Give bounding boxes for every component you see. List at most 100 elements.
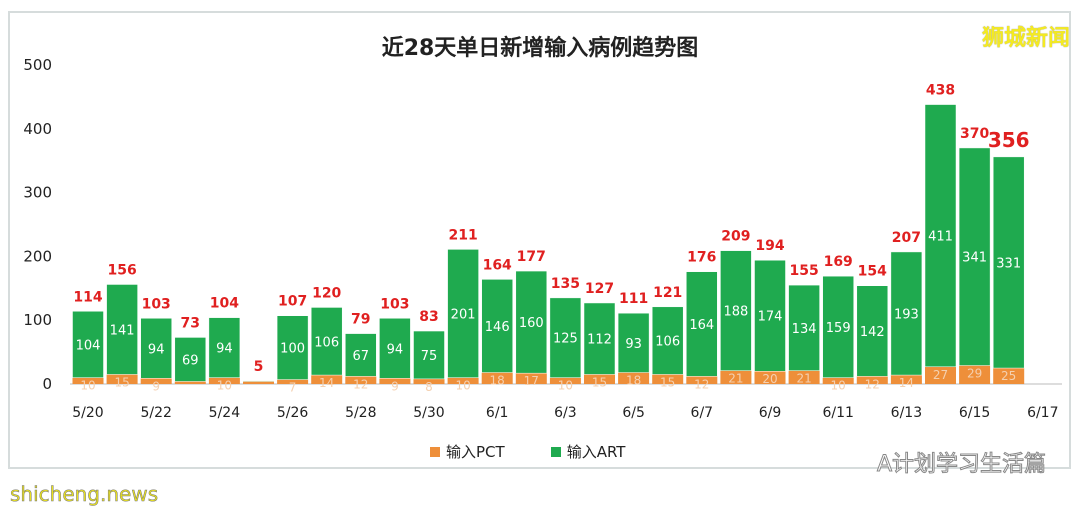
art-label: 106: [655, 335, 680, 350]
legend-label-art: 输入ART: [566, 443, 626, 461]
total-label: 5: [254, 359, 264, 375]
x-tick-label: 6/17: [1027, 405, 1058, 421]
bar-art: [583, 302, 616, 375]
bar-art: [822, 275, 854, 378]
bar-art: [208, 317, 241, 378]
bar-art: [890, 251, 923, 376]
bar-art: [754, 259, 786, 372]
chart-frame: [8, 11, 1071, 469]
total-label: 103: [380, 296, 409, 312]
y-tick-label: 400: [23, 120, 52, 138]
art-label: 141: [110, 323, 135, 338]
pct-label: 10: [217, 379, 232, 393]
total-label: 356: [988, 128, 1030, 152]
pct-label: 18: [490, 374, 505, 388]
bar-art: [379, 318, 411, 379]
legend-label-pct: 输入PCT: [446, 443, 505, 461]
bar-pct: [106, 374, 138, 384]
x-tick-label: 6/1: [486, 405, 509, 421]
x-tick-label: 5/30: [413, 405, 444, 421]
total-label: 194: [755, 238, 784, 254]
pct-label: 20: [762, 372, 777, 386]
art-label: 134: [792, 322, 817, 337]
pct-label: 15: [660, 375, 675, 389]
pct-label: 10: [831, 379, 846, 393]
pct-label: 10: [455, 379, 470, 393]
art-label: 341: [962, 251, 987, 266]
bar-pct: [345, 376, 377, 384]
x-tick-label: 6/13: [891, 405, 922, 421]
x-tick-label: 6/9: [759, 405, 782, 421]
bar-art: [788, 284, 820, 371]
bar-art: [617, 312, 650, 373]
x-tick-label: 5/22: [140, 405, 171, 421]
art-label: 331: [996, 256, 1021, 271]
pct-label: 21: [796, 372, 811, 386]
art-label: 201: [451, 308, 476, 323]
bar-art: [924, 104, 957, 368]
bar-art: [345, 333, 377, 377]
bar-art: [686, 271, 718, 377]
bar-art: [481, 279, 513, 373]
x-tick-label: 6/7: [691, 405, 714, 421]
bar-art: [447, 249, 479, 378]
total-label: 177: [517, 249, 546, 265]
y-tick-label: 100: [23, 311, 52, 329]
total-label: 156: [107, 262, 136, 278]
total-label: 169: [824, 254, 853, 270]
total-label: 164: [483, 257, 512, 273]
art-label: 174: [758, 310, 783, 325]
art-label: 67: [353, 349, 370, 364]
total-label: 370: [960, 126, 989, 142]
total-label: 127: [585, 281, 614, 297]
art-label: 164: [689, 318, 714, 333]
bar-pct: [277, 379, 309, 384]
total-label: 121: [653, 285, 682, 301]
x-tick-label: 6/11: [822, 405, 853, 421]
bar-pct: [890, 375, 922, 384]
total-label: 209: [721, 229, 750, 245]
art-label: 142: [860, 325, 885, 340]
pct-label: 18: [626, 374, 641, 388]
pct-label: 29: [967, 366, 982, 380]
total-label: 107: [278, 294, 307, 310]
bar-art: [992, 156, 1025, 369]
bar-art: [413, 330, 445, 380]
total-label: 155: [789, 263, 818, 279]
art-label: 125: [553, 332, 578, 347]
bar-pct: [140, 378, 172, 384]
bar-art: [310, 307, 343, 376]
bar-art: [140, 318, 172, 379]
total-label: 154: [858, 264, 887, 280]
art-label: 193: [894, 308, 919, 323]
art-label: 106: [314, 335, 339, 350]
bar-pct: [208, 377, 240, 384]
legend-swatch-art: [550, 447, 561, 457]
pct-label: 7: [289, 381, 297, 395]
legend-item-art: 输入ART: [550, 441, 626, 462]
bar-pct: [959, 365, 991, 384]
pct-label: 12: [865, 377, 880, 391]
pct-label: 9: [391, 379, 399, 393]
bar-pct: [515, 373, 547, 384]
bar-pct: [549, 377, 581, 384]
total-label: 438: [926, 83, 955, 99]
chart-title: 近28天单日新增输入病例趋势图: [381, 36, 699, 61]
bar-pct: [686, 376, 718, 384]
x-tick-label: 5/20: [72, 405, 103, 421]
bar-pct: [72, 377, 104, 384]
bar-pct: [925, 366, 956, 384]
art-label: 188: [723, 305, 748, 320]
bar-art: [515, 270, 548, 374]
bar-pct: [856, 376, 888, 384]
x-tick-label: 6/5: [622, 405, 645, 421]
pct-label: 25: [1001, 369, 1016, 383]
y-tick-label: 500: [23, 56, 52, 74]
pct-label: 8: [425, 380, 433, 394]
bar-pct: [413, 378, 445, 384]
bar-pct: [174, 381, 206, 384]
art-label: 104: [76, 338, 101, 353]
pct-label: 15: [114, 375, 129, 389]
pct-label: 15: [592, 375, 607, 389]
